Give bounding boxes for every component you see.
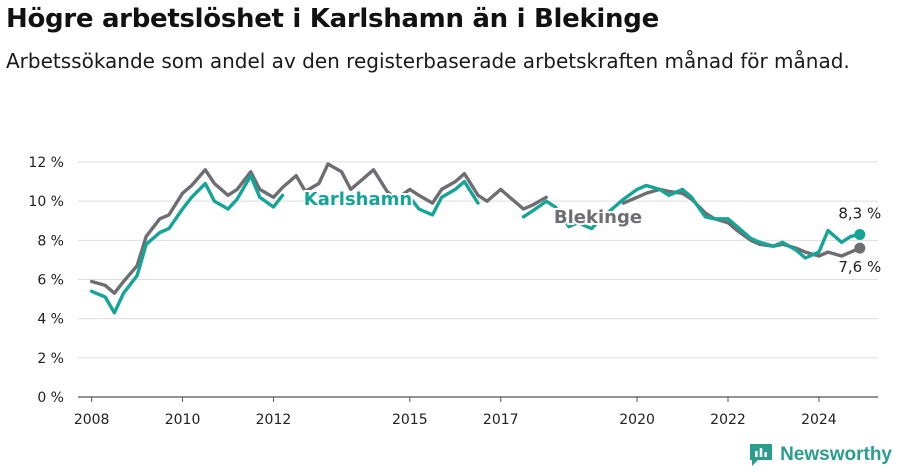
y-tick-label: 2 % xyxy=(37,351,64,367)
y-tick-label: 6 % xyxy=(37,273,64,289)
end-point-blekinge xyxy=(854,242,866,254)
series-label-blekinge: Blekinge xyxy=(554,207,642,228)
end-value-label-karlshamn: 8,3 % xyxy=(838,204,881,222)
y-tick-label: 10 % xyxy=(28,194,64,210)
x-tick-label: 2008 xyxy=(74,412,110,428)
series-line-karlshamn xyxy=(89,174,862,315)
brand-name: Newsworthy xyxy=(780,444,892,465)
chart-subtitle: Arbetssökande som andel av den registerb… xyxy=(6,49,850,73)
newsworthy-logo-icon xyxy=(750,444,773,466)
x-tick-label: 2015 xyxy=(392,412,428,428)
x-tick-label: 2024 xyxy=(801,412,837,428)
y-tick-label: 8 % xyxy=(37,233,64,249)
brand-logo: Newsworthy xyxy=(748,442,892,468)
chart-title: Högre arbetslöshet i Karlshamn än i Blek… xyxy=(6,4,659,34)
y-tick-label: 0 % xyxy=(37,390,64,406)
x-tick-label: 2010 xyxy=(165,412,201,428)
x-tick-label: 2012 xyxy=(256,412,292,428)
end-value-label-blekinge: 7,6 % xyxy=(838,258,881,276)
x-tick-label: 2020 xyxy=(619,412,655,428)
end-point-karlshamn xyxy=(854,228,866,240)
series-label-karlshamn: Karlshamn xyxy=(304,189,412,210)
y-tick-label: 4 % xyxy=(37,312,64,328)
x-tick-label: 2022 xyxy=(710,412,746,428)
y-tick-label: 12 % xyxy=(28,155,64,171)
x-tick-label: 2017 xyxy=(483,412,519,428)
